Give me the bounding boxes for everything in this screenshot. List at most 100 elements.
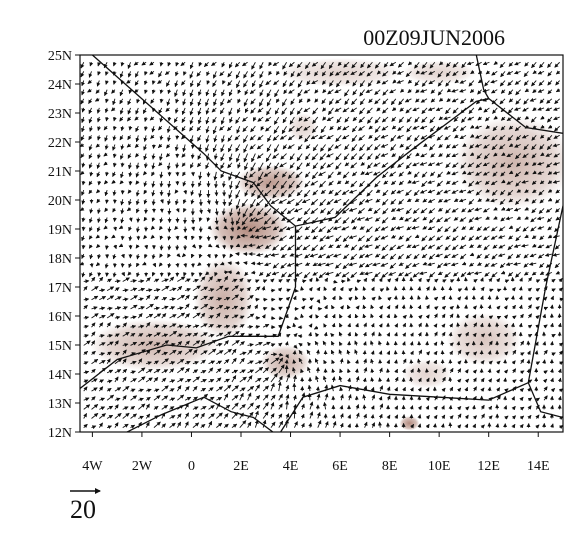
wind-vector — [138, 397, 144, 402]
wind-vector — [449, 350, 453, 356]
wind-vector — [114, 358, 123, 365]
wind-vector — [223, 378, 230, 383]
wind-vector — [161, 340, 170, 346]
wind-vector — [339, 368, 343, 373]
wind-vector — [457, 413, 462, 419]
wind-vector — [487, 368, 492, 373]
wind-vector — [363, 358, 367, 364]
wind-vector — [386, 386, 391, 392]
wind-vector — [184, 412, 190, 419]
wind-vector — [216, 412, 223, 419]
wind-vector — [223, 348, 232, 355]
wind-vector — [254, 384, 261, 392]
wind-vector — [535, 397, 540, 402]
wind-vector — [330, 349, 335, 355]
wind-vector — [106, 379, 113, 384]
wind-vector — [542, 378, 548, 384]
x-tick-label: 10E — [428, 459, 451, 474]
wind-vector — [114, 352, 120, 356]
plot-background — [80, 55, 563, 432]
wind-vector — [297, 334, 303, 339]
wind-vector — [543, 386, 548, 392]
wind-vector — [278, 393, 283, 401]
wind-vector — [298, 342, 303, 347]
wind-vector — [200, 339, 206, 346]
wind-vector — [457, 406, 462, 411]
wind-vector — [496, 369, 501, 374]
wind-vector — [535, 414, 540, 419]
wind-vector — [99, 379, 105, 384]
wind-vector — [122, 385, 130, 392]
wind-vector — [417, 414, 422, 419]
wind-vector — [409, 376, 414, 383]
wind-vector — [441, 414, 446, 420]
wind-vector — [315, 349, 320, 355]
wind-vector — [239, 392, 244, 401]
x-tick-label: 2W — [132, 459, 153, 474]
wind-vector — [425, 414, 430, 420]
wind-vector — [138, 403, 146, 410]
wind-vector — [153, 349, 161, 355]
wind-vector — [239, 412, 244, 419]
wind-vector — [550, 423, 554, 428]
wind-vector — [208, 379, 215, 383]
wind-vector — [433, 369, 438, 374]
wind-vector — [331, 359, 336, 365]
wind-vector — [200, 412, 205, 419]
wind-vector — [512, 379, 517, 384]
wind-vector — [425, 387, 430, 392]
wind-vector — [520, 352, 525, 357]
wind-vector — [130, 424, 136, 429]
x-tick-label: 4E — [283, 459, 299, 474]
wind-vector — [91, 358, 99, 365]
wind-vector — [386, 359, 391, 364]
x-tick-label: 12E — [477, 459, 500, 474]
wind-vector — [347, 384, 352, 392]
wind-vector — [91, 396, 96, 401]
wind-vector — [262, 411, 269, 419]
wind-vector — [480, 413, 485, 419]
wind-vector — [153, 388, 160, 393]
wind-vector — [235, 252, 240, 256]
wind-vector — [177, 367, 185, 374]
wind-vector — [535, 424, 540, 429]
wind-vector — [122, 343, 129, 347]
wind-vector — [370, 350, 375, 355]
wind-vector — [370, 368, 375, 373]
wind-vector — [480, 360, 485, 365]
wind-vector — [472, 377, 477, 383]
wind-vector — [262, 367, 269, 374]
wind-vector — [463, 322, 468, 328]
wind-vector — [433, 395, 438, 401]
wind-vector — [262, 394, 269, 401]
wind-vector — [425, 423, 430, 429]
wind-vector — [106, 341, 114, 346]
wind-vector — [293, 421, 298, 428]
wind-vector — [161, 377, 167, 383]
wind-vector — [262, 341, 271, 346]
wind-vector — [169, 379, 176, 384]
wind-vector — [106, 369, 114, 374]
wind-vector — [549, 368, 554, 373]
wind-vector — [496, 387, 501, 392]
wind-vector — [379, 403, 384, 410]
wind-vector — [386, 395, 391, 401]
wind-vector — [385, 340, 390, 346]
wind-vector — [472, 423, 476, 429]
wind-vector — [239, 341, 245, 346]
wind-vector — [161, 358, 169, 365]
wind-vector — [378, 413, 383, 419]
wind-vector — [175, 235, 180, 241]
wind-vector — [83, 413, 88, 419]
wind-vector — [394, 414, 399, 419]
wind-vector — [496, 395, 501, 401]
wind-vector — [138, 367, 146, 374]
wind-vector — [270, 343, 276, 348]
wind-vector — [317, 419, 322, 428]
wind-vector — [402, 358, 407, 364]
wind-vector — [464, 378, 470, 383]
wind-vector — [464, 386, 469, 392]
wind-vector — [519, 388, 524, 393]
wind-vector — [339, 422, 344, 428]
wind-vector — [346, 359, 351, 364]
